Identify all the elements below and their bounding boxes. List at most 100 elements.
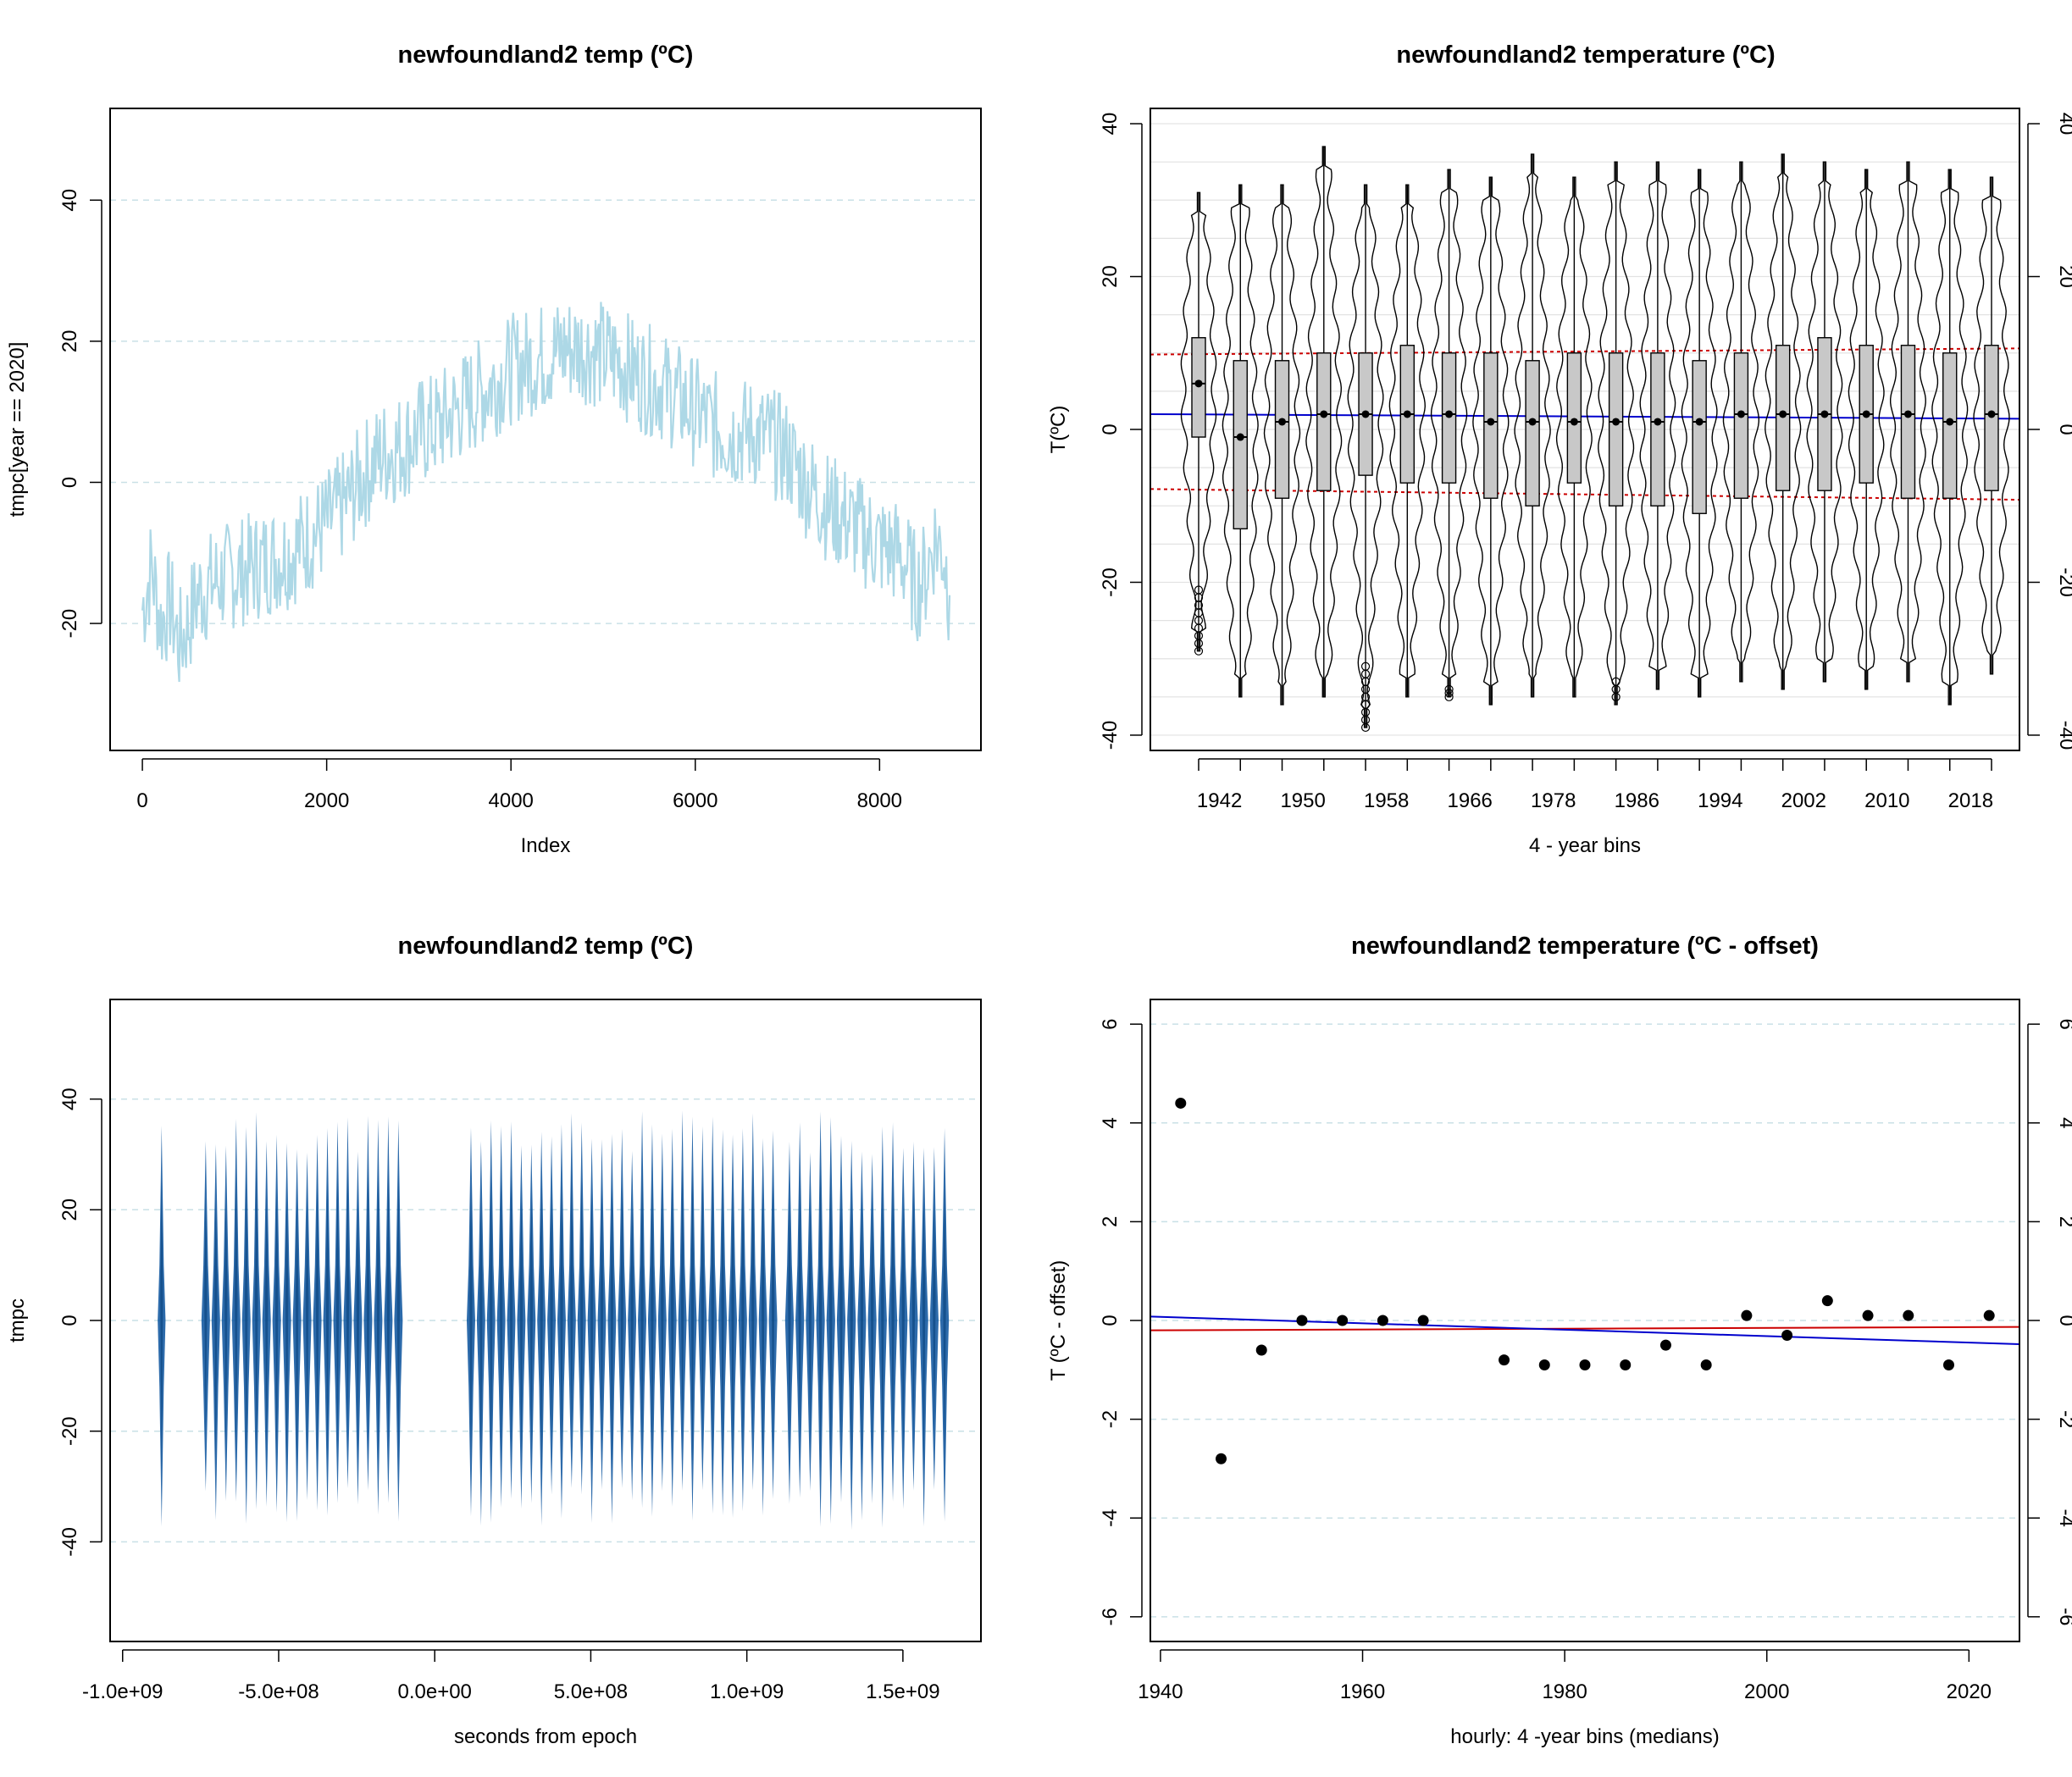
panel3-frame — [109, 999, 982, 1642]
panel3-y-axis: -40 -20 0 20 40 — [58, 1088, 102, 1557]
density-spike-core — [540, 1187, 543, 1470]
density-spike-core — [274, 1190, 279, 1458]
density-spike-core — [570, 1168, 573, 1433]
panel2-x-tick-label: 1986 — [1615, 789, 1659, 812]
violin-outline — [1931, 169, 1969, 706]
violin-outline — [1848, 169, 1885, 690]
density-spike-core — [519, 1200, 524, 1453]
density-spike-core — [366, 1171, 370, 1436]
box-mean-point — [1445, 410, 1454, 418]
box-iqr — [1608, 352, 1624, 507]
violin-outline — [1639, 161, 1676, 690]
panel4-y-tick-label: 4 — [1099, 1117, 1122, 1128]
box-iqr — [1650, 352, 1665, 507]
box-mean-point — [1820, 410, 1829, 418]
median-point — [1659, 1339, 1671, 1351]
panel2-x-tick-label: 1958 — [1364, 789, 1409, 812]
violin-outline — [1514, 153, 1551, 698]
median-point — [1499, 1354, 1510, 1366]
density-spike-core — [346, 1172, 350, 1433]
box-mean-point — [1361, 410, 1370, 418]
violin-outline — [1598, 161, 1635, 706]
density-spike-core — [808, 1208, 812, 1437]
panel1-y-label: tmpc[year == 2020] — [6, 342, 29, 518]
density-spike-core — [870, 1209, 874, 1448]
panel4-y2-tick-label: -6 — [2055, 1608, 2072, 1625]
box-mean-point — [1487, 418, 1495, 426]
median-point — [1620, 1359, 1632, 1370]
density-spike-core — [911, 1197, 916, 1436]
panel3-y-tick-label: 40 — [58, 1088, 81, 1110]
panel1-y-tick-label: 40 — [58, 189, 81, 212]
box-iqr — [1316, 352, 1332, 491]
panel4-x-axis: 1940 1960 1980 2000 2020 — [1138, 1649, 1992, 1703]
panel-epoch-density: newfoundland2 temp (ºC) -1.0e+09 -5.0e+08… — [6, 933, 982, 1748]
density-spike-core — [529, 1199, 534, 1448]
panel2-trend-line — [1150, 412, 2020, 420]
panel2-y-tick-label: 0 — [1099, 423, 1122, 435]
box-iqr — [1733, 352, 1749, 499]
panel1-y-tick-label: 20 — [58, 330, 81, 353]
median-point — [1821, 1295, 1833, 1307]
panel3-y-tick-label: 20 — [58, 1199, 81, 1221]
box-mean-point — [1737, 410, 1745, 418]
panel3-x-tick-label: 0.0e+00 — [397, 1680, 471, 1703]
median-point — [1417, 1315, 1429, 1326]
density-spike-core — [922, 1203, 926, 1471]
panel4-x-tick-label: 2000 — [1744, 1680, 1789, 1703]
density-spike-core — [224, 1201, 228, 1446]
panel4-x-tick-label: 1940 — [1138, 1680, 1183, 1703]
density-spike-core — [771, 1185, 775, 1444]
box-iqr — [1775, 345, 1791, 491]
panel1-grid — [110, 199, 981, 624]
panel2-upper-dotted-line — [1150, 347, 2020, 356]
density-spike-core — [741, 1183, 745, 1457]
panel3-x-tick-label: -5.0e+08 — [238, 1680, 319, 1703]
density-spike-core — [721, 1184, 724, 1460]
density-spike-core — [590, 1193, 594, 1468]
box-mean-point — [1903, 410, 1912, 418]
panel2-x-tick-label: 2010 — [1864, 789, 1909, 812]
panel2-grid — [1150, 123, 2019, 736]
density-spike-core — [335, 1176, 340, 1448]
panel1-title: newfoundland2 temp (ºC) — [398, 42, 694, 69]
panel4-y-tick-label: -4 — [1099, 1509, 1122, 1527]
median-point — [1579, 1359, 1591, 1370]
violin-outline — [1555, 176, 1593, 698]
violin-outline — [1681, 169, 1718, 698]
box-mean-point — [1779, 410, 1787, 418]
outlier-point — [1360, 722, 1371, 733]
panel2-y2-tick-label: -20 — [2055, 567, 2072, 597]
panel1-y-tick-label: 0 — [58, 477, 81, 488]
density-spike-core — [818, 1166, 823, 1472]
density-spike-core — [620, 1184, 624, 1433]
box-mean-point — [1862, 410, 1870, 418]
density-spike-core — [829, 1172, 833, 1469]
panel4-y2-tick-label: 4 — [2055, 1117, 2072, 1128]
panel1-x-tick-label: 0 — [136, 789, 147, 812]
panel4-y2-tick-label: 2 — [2055, 1216, 2072, 1227]
violin-outline — [1347, 184, 1384, 728]
box-mean-point — [1612, 418, 1620, 426]
median-point — [1337, 1315, 1349, 1326]
density-spike-core — [579, 1177, 584, 1439]
panel4-y2-tick-label: -4 — [2055, 1509, 2072, 1527]
panel3-x-label: seconds from epoch — [454, 1725, 637, 1748]
density-spike-core — [550, 1191, 553, 1439]
panel-violin: newfoundland2 temperature (ºC) 1942 1950 1… — [1047, 42, 2072, 857]
panel4-y2-tick-label: 0 — [2055, 1315, 2072, 1326]
panel2-violins — [1180, 146, 2010, 733]
panel4-points — [1175, 1097, 1995, 1464]
box-mean-point — [1528, 418, 1537, 426]
density-spike-core — [264, 1196, 269, 1452]
panel-medians-scatter: newfoundland2 temperature (ºC - offset) … — [1047, 933, 2072, 1748]
median-point — [1903, 1309, 1914, 1321]
density-spike-core — [640, 1166, 644, 1453]
density-spike-core — [651, 1179, 654, 1462]
panel3-x-tick-label: 1.0e+09 — [710, 1680, 784, 1703]
panel2-y2-tick-label: 40 — [2055, 113, 2072, 136]
outlier-point — [1194, 646, 1204, 656]
panel4-trend-lines — [1150, 1315, 2020, 1345]
panel4-frame — [1150, 999, 2020, 1642]
panel4-x-tick-label: 2020 — [1947, 1680, 1992, 1703]
